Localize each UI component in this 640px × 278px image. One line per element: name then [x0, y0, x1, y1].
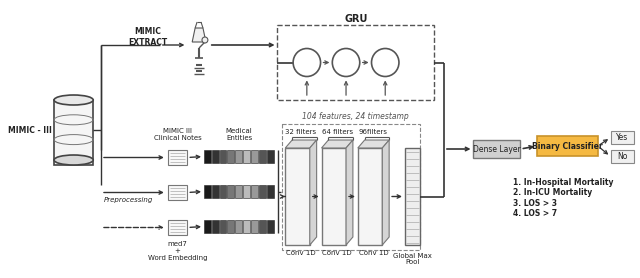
- Text: Yes: Yes: [616, 133, 628, 142]
- Ellipse shape: [54, 155, 93, 165]
- Text: GRU: GRU: [344, 14, 367, 24]
- Bar: [259, 150, 266, 163]
- Polygon shape: [382, 140, 389, 245]
- Bar: [405, 148, 420, 245]
- Text: MIMIC - III: MIMIC - III: [8, 125, 52, 135]
- Polygon shape: [285, 140, 317, 148]
- Bar: [220, 150, 227, 163]
- Bar: [212, 150, 219, 163]
- Bar: [358, 148, 382, 245]
- Bar: [168, 220, 188, 235]
- Bar: [251, 220, 258, 233]
- Text: 1. In-Hospital Mortality
2. In-ICU Mortality
3. LOS > 3
4. LOS > 7: 1. In-Hospital Mortality 2. In-ICU Morta…: [513, 178, 613, 218]
- Bar: [54, 100, 93, 165]
- Bar: [267, 185, 273, 198]
- Bar: [236, 220, 242, 233]
- Circle shape: [332, 48, 360, 76]
- Bar: [204, 185, 211, 198]
- Bar: [212, 220, 219, 233]
- Bar: [243, 185, 250, 198]
- Bar: [236, 185, 242, 198]
- Bar: [282, 124, 420, 250]
- Text: MIMIC
EXTRACT: MIMIC EXTRACT: [129, 27, 168, 47]
- Bar: [227, 150, 234, 163]
- Bar: [243, 220, 250, 233]
- Bar: [227, 220, 234, 233]
- Bar: [243, 150, 250, 163]
- Text: 64 filters: 64 filters: [322, 129, 353, 135]
- Bar: [236, 150, 242, 163]
- Bar: [285, 148, 310, 245]
- Bar: [212, 185, 219, 198]
- Text: Conv 1D: Conv 1D: [286, 250, 316, 256]
- Bar: [227, 185, 234, 198]
- Circle shape: [293, 48, 321, 76]
- Text: Preprocessing: Preprocessing: [104, 197, 153, 203]
- Polygon shape: [310, 140, 317, 245]
- Bar: [537, 136, 598, 156]
- Text: Dense Layer: Dense Layer: [473, 145, 521, 153]
- Bar: [251, 185, 258, 198]
- Bar: [259, 185, 266, 198]
- Polygon shape: [346, 140, 353, 245]
- Bar: [321, 148, 346, 245]
- Bar: [611, 150, 634, 163]
- Text: med7
+
Word Embedding: med7 + Word Embedding: [148, 241, 207, 261]
- Text: Binary Classifier: Binary Classifier: [532, 142, 603, 150]
- Polygon shape: [321, 140, 353, 148]
- Text: Conv 1D: Conv 1D: [323, 250, 352, 256]
- Bar: [251, 150, 258, 163]
- Text: 104 features, 24 timestamp: 104 features, 24 timestamp: [303, 111, 409, 120]
- Bar: [204, 220, 211, 233]
- Bar: [259, 220, 266, 233]
- Bar: [267, 150, 273, 163]
- Text: MIMIC III
Clinical Notes: MIMIC III Clinical Notes: [154, 128, 202, 140]
- Bar: [220, 185, 227, 198]
- Bar: [204, 150, 211, 163]
- Ellipse shape: [54, 95, 93, 105]
- Bar: [611, 131, 634, 144]
- Text: Conv 1D: Conv 1D: [358, 250, 388, 256]
- Polygon shape: [358, 140, 389, 148]
- Text: Medical
Entities: Medical Entities: [226, 128, 253, 140]
- Bar: [168, 185, 188, 200]
- Text: 32 filters: 32 filters: [285, 129, 317, 135]
- Bar: [168, 150, 188, 165]
- Text: 96filters: 96filters: [359, 129, 388, 135]
- Bar: [220, 220, 227, 233]
- Bar: [267, 220, 273, 233]
- Polygon shape: [192, 28, 206, 42]
- Text: Global Max
Pool: Global Max Pool: [393, 252, 431, 265]
- Bar: [278, 25, 434, 100]
- Circle shape: [371, 48, 399, 76]
- Bar: [474, 140, 520, 158]
- Circle shape: [202, 37, 208, 43]
- Text: No: No: [617, 152, 628, 161]
